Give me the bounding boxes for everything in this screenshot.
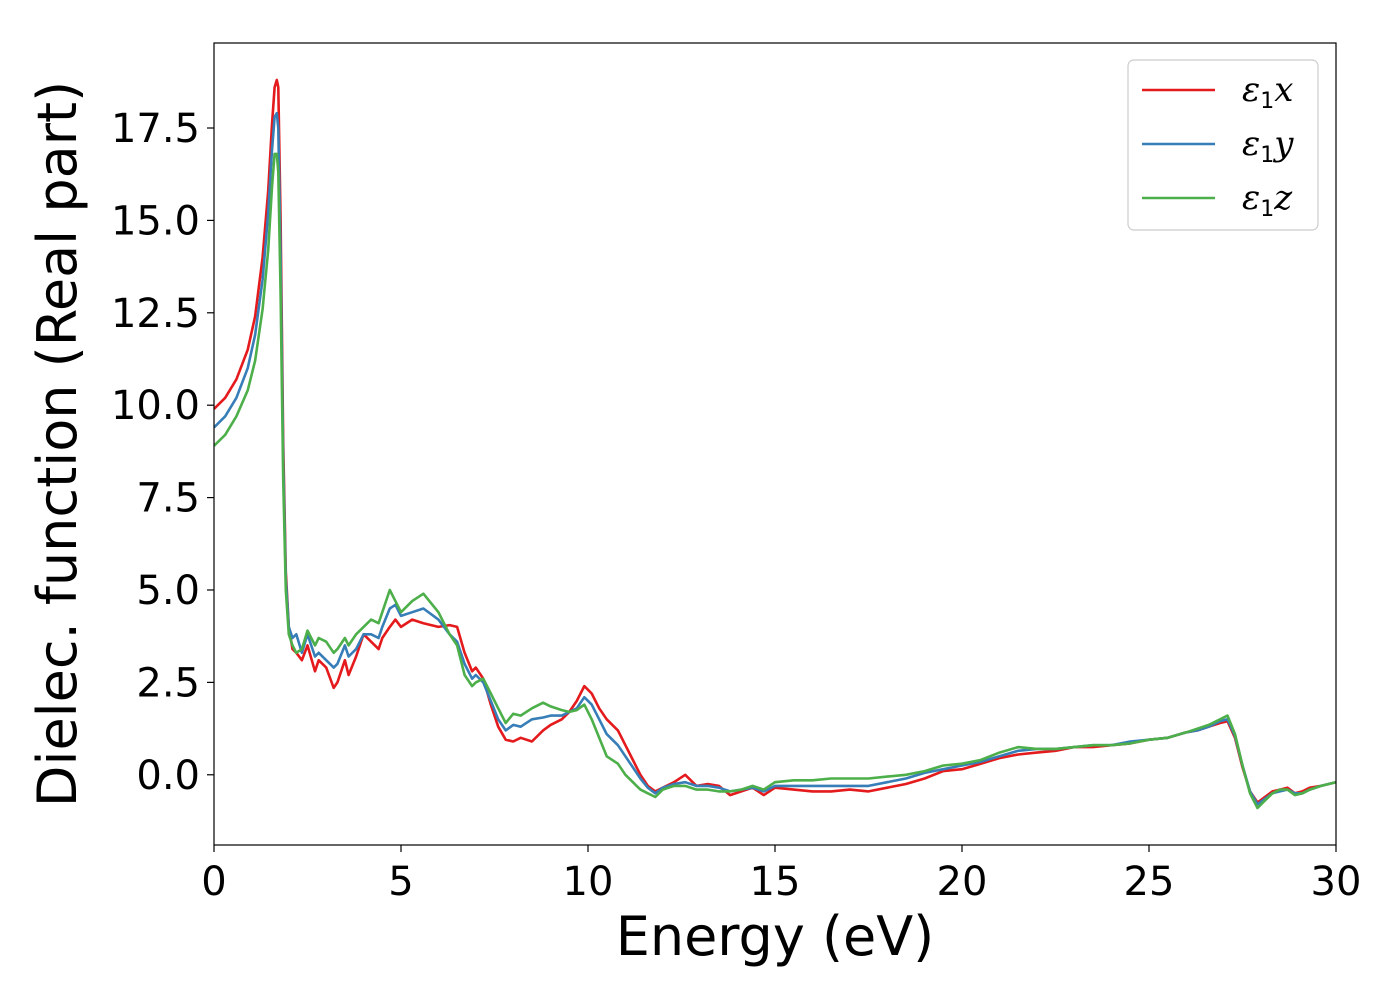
y-tick-label: 0.0: [136, 753, 200, 799]
legend-label: ε1z: [1242, 178, 1293, 222]
legend-item-z: ε1z: [1142, 178, 1293, 222]
plot-area: [214, 78, 1336, 810]
legend-item-x: ε1x: [1142, 70, 1293, 114]
y-tick-label: 17.5: [111, 106, 200, 152]
y-tick-label: 12.5: [111, 291, 200, 337]
y-tick-label: 10.0: [111, 383, 200, 429]
y-axis-title: Dielec. function (Real part): [26, 81, 89, 807]
legend-frame: [1127, 59, 1319, 231]
y-axis: 0.0 2.5 5.0 7.5 10.0 12.5 15.0 17.5: [111, 106, 214, 799]
y-tick-label: 15.0: [111, 198, 200, 244]
x-tick-label: 20: [937, 859, 988, 905]
legend: ε1x ε1y ε1z: [1127, 59, 1319, 231]
x-tick-label: 15: [750, 859, 801, 905]
y-tick-label: 5.0: [136, 568, 200, 614]
y-tick-label: 2.5: [136, 660, 200, 706]
x-tick-label: 5: [388, 859, 413, 905]
x-axis: 0 5 10 15 20 25 30: [201, 845, 1361, 905]
x-axis-title: Energy (eV): [616, 905, 935, 968]
y-tick-label: 7.5: [136, 476, 200, 522]
series-line-z: [214, 152, 1336, 810]
legend-label: ε1x: [1242, 70, 1293, 114]
x-tick-label: 30: [1311, 859, 1362, 905]
x-tick-label: 0: [201, 859, 226, 905]
x-tick-label: 25: [1124, 859, 1175, 905]
x-tick-label: 10: [563, 859, 614, 905]
legend-label: ε1y: [1242, 124, 1294, 168]
legend-item-y: ε1y: [1142, 124, 1294, 168]
